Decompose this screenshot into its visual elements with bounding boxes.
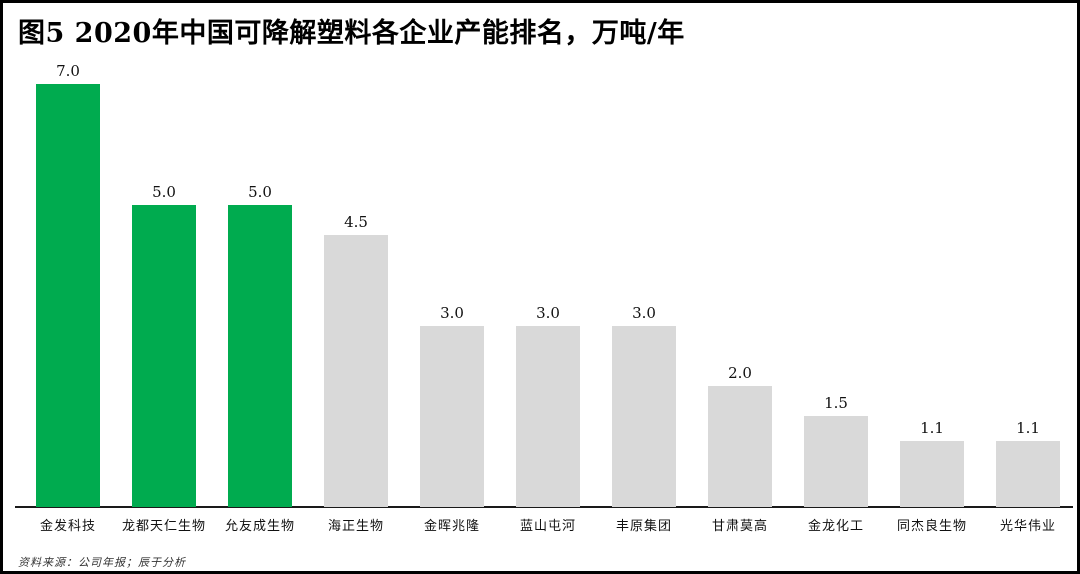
bar: [324, 235, 388, 507]
bar: [708, 386, 772, 507]
bar-value-label: 3.0: [440, 304, 464, 322]
category-label: 允友成生物: [224, 519, 296, 534]
bar-value-label: 1.5: [824, 394, 848, 412]
bar: [516, 326, 580, 507]
bar: [36, 84, 100, 507]
bar: [900, 441, 964, 507]
bar-value-label: 7.0: [56, 62, 80, 80]
bar-value-label: 3.0: [536, 304, 560, 322]
bar-chart: 7.0 金发科技 5.0 龙都天仁生物 5.0 允友成生物 4.5 海正生物 3.0 金晖兆隆 3.…: [3, 3, 1077, 571]
category-label: 金发科技: [39, 519, 97, 534]
category-label: 金晖兆隆: [423, 519, 481, 534]
category-label: 龙都天仁生物: [121, 519, 207, 534]
bar-value-label: 4.5: [344, 213, 368, 231]
chart-title: 图5 2020年中国可降解塑料各企业产能排名，万吨/年: [18, 18, 685, 49]
bar-value-label: 5.0: [152, 183, 176, 201]
category-label: 丰原集团: [615, 519, 673, 534]
category-label: 光华伟业: [999, 519, 1057, 534]
bar: [132, 205, 196, 507]
category-label: 甘肃莫高: [711, 519, 769, 534]
bar: [420, 326, 484, 507]
bar-value-label: 3.0: [632, 304, 656, 322]
bar-value-label: 1.1: [1016, 419, 1040, 437]
bar: [996, 441, 1060, 507]
bar-value-label: 2.0: [728, 364, 752, 382]
category-label: 同杰良生物: [896, 519, 968, 534]
bar: [804, 416, 868, 507]
bar: [612, 326, 676, 507]
bar: [228, 205, 292, 507]
category-label: 海正生物: [327, 519, 385, 534]
bar-value-label: 5.0: [248, 183, 272, 201]
source-note: 资料来源：公司年报；辰于分析: [18, 556, 186, 569]
category-label: 金龙化工: [807, 519, 865, 534]
category-label: 蓝山屯河: [519, 519, 577, 534]
x-axis-line: [15, 506, 1073, 508]
bar-value-label: 1.1: [920, 419, 944, 437]
